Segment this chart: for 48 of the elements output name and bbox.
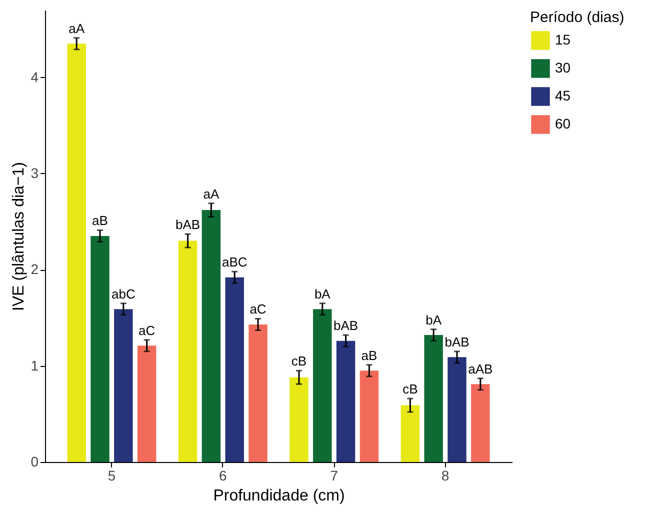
data-label: bAB [444, 334, 470, 350]
bar [67, 44, 86, 462]
bar [137, 346, 156, 462]
data-label: bAB [176, 217, 200, 232]
bar [360, 370, 379, 462]
bar [400, 405, 420, 462]
y-axis-title: IVE (plântulas dia−1) [10, 162, 28, 311]
legend-label: 15 [555, 32, 571, 48]
data-label: cB [402, 382, 418, 397]
bar [336, 340, 356, 462]
data-label: aB [92, 213, 108, 228]
data-label: bA [314, 286, 331, 302]
data-label: cB [291, 354, 307, 369]
data-label: aC [250, 302, 266, 317]
x-tick-label: 5 [108, 468, 116, 484]
bar [313, 309, 332, 462]
data-label: bAB [334, 318, 358, 334]
legend-label: 30 [555, 60, 571, 76]
y-tick-label: 0 [30, 454, 39, 470]
data-label: aBC [222, 254, 248, 270]
legend-title: Período (dias) [530, 9, 624, 26]
data-label: aB [361, 348, 378, 363]
bar [114, 309, 133, 462]
bar [448, 357, 466, 462]
y-tick-label: 1 [30, 357, 39, 374]
data-label: aAB [468, 361, 493, 376]
y-tick-label: 4 [30, 68, 39, 85]
bar [202, 210, 221, 462]
y-tick-label: 2 [30, 261, 39, 278]
bar [248, 324, 268, 462]
x-axis-title: Profundidade (cm) [213, 488, 345, 504]
bar [471, 384, 490, 462]
x-tick-label: 7 [330, 468, 338, 484]
y-tick-label: 3 [30, 164, 39, 181]
data-label: abC [111, 286, 136, 302]
legend-label: 45 [555, 88, 571, 104]
bar [290, 377, 308, 462]
bar [424, 335, 443, 462]
bar [225, 277, 244, 462]
bar [90, 236, 110, 462]
legend-label: 60 [555, 116, 571, 132]
data-label: bA [426, 312, 442, 328]
x-tick-label: 8 [441, 468, 450, 484]
x-tick-label: 6 [219, 468, 228, 484]
data-label: aC [138, 322, 156, 338]
data-label: aA [68, 20, 85, 36]
data-label: aA [203, 186, 220, 202]
bar [178, 240, 198, 462]
